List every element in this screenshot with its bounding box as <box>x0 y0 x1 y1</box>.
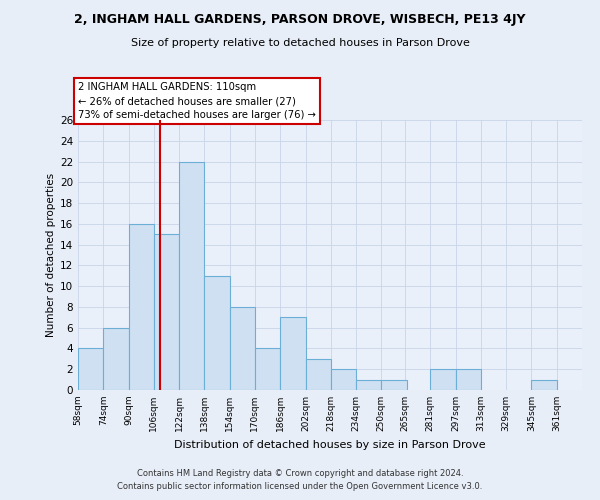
Bar <box>455 369 481 390</box>
Bar <box>179 162 205 390</box>
Bar <box>280 318 305 390</box>
Text: 2, INGHAM HALL GARDENS, PARSON DROVE, WISBECH, PE13 4JY: 2, INGHAM HALL GARDENS, PARSON DROVE, WI… <box>74 12 526 26</box>
Text: 2 INGHAM HALL GARDENS: 110sqm
← 26% of detached houses are smaller (27)
73% of s: 2 INGHAM HALL GARDENS: 110sqm ← 26% of d… <box>78 82 316 120</box>
Bar <box>78 348 103 390</box>
Bar <box>532 380 557 390</box>
Bar <box>154 234 179 390</box>
Bar <box>255 348 280 390</box>
Bar <box>230 307 255 390</box>
Text: Contains HM Land Registry data © Crown copyright and database right 2024.: Contains HM Land Registry data © Crown c… <box>137 468 463 477</box>
Text: Size of property relative to detached houses in Parson Drove: Size of property relative to detached ho… <box>131 38 469 48</box>
Bar <box>331 369 356 390</box>
Y-axis label: Number of detached properties: Number of detached properties <box>46 173 56 337</box>
Bar <box>382 380 407 390</box>
Bar <box>356 380 382 390</box>
Bar <box>128 224 154 390</box>
X-axis label: Distribution of detached houses by size in Parson Drove: Distribution of detached houses by size … <box>174 440 486 450</box>
Bar <box>430 369 455 390</box>
Bar <box>305 359 331 390</box>
Text: Contains public sector information licensed under the Open Government Licence v3: Contains public sector information licen… <box>118 482 482 491</box>
Bar <box>103 328 128 390</box>
Bar <box>205 276 230 390</box>
